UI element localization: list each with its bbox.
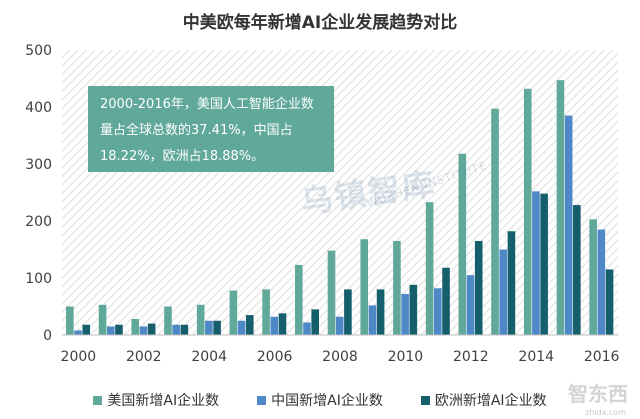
bar-us-2013 [491, 108, 499, 336]
chart-title: 中美欧每年新增AI企业发展趋势对比 [182, 13, 458, 33]
legend-label-us: 美国新增AI企业数 [107, 393, 220, 409]
x-tick-label: 2016 [584, 349, 620, 365]
bar-eu-2000 [82, 324, 91, 335]
y-tick-label: 300 [25, 157, 52, 173]
bar-cn-2011 [434, 288, 442, 335]
bar-cn-2008 [335, 316, 344, 335]
x-tick-label: 2006 [257, 349, 293, 365]
x-tick-label: 2002 [126, 349, 162, 365]
bar-eu-2003 [180, 324, 189, 335]
bar-eu-2001 [115, 324, 123, 335]
bar-us-2009 [360, 239, 369, 335]
annotation-box: 2000-2016年，美国人工智能企业数量占全球总数的37.41%，中国占18.… [88, 86, 334, 172]
bar-eu-2002 [147, 323, 156, 335]
bar-cn-2009 [368, 305, 377, 335]
bar-cn-2006 [270, 316, 279, 335]
bar-us-2015 [556, 80, 565, 336]
bar-eu-2007 [311, 309, 319, 335]
y-tick-label: 0 [43, 328, 52, 344]
bar-cn-2012 [466, 275, 475, 335]
bar-cn-2016 [597, 229, 606, 335]
legend-item-cn: 中国新增AI企业数 [257, 390, 383, 410]
x-tick-label: 2010 [388, 349, 424, 365]
legend: 美国新增AI企业数 中国新增AI企业数 欧洲新增AI企业数 [0, 390, 640, 410]
bar-eu-2008 [344, 289, 352, 335]
bar-us-2006 [262, 289, 270, 335]
bar-us-2014 [523, 88, 532, 335]
legend-label-eu: 欧洲新增AI企业数 [434, 393, 547, 409]
bar-cn-2007 [303, 322, 311, 335]
bar-us-2001 [98, 304, 107, 335]
bar-eu-2014 [540, 193, 548, 335]
legend-item-eu: 欧洲新增AI企业数 [420, 390, 547, 410]
bar-cn-2010 [401, 293, 409, 335]
bar-cn-2002 [139, 326, 148, 335]
y-tick-label: 100 [25, 271, 52, 287]
y-axis: 0 100 200 300 400 500 [25, 43, 52, 344]
legend-swatch-cn [257, 395, 267, 405]
bars-layer [62, 80, 618, 336]
bar-eu-2011 [442, 267, 450, 335]
bar-eu-2015 [573, 205, 581, 335]
corner-watermark: 智东西 [568, 382, 628, 406]
bar-us-2002 [131, 319, 140, 335]
bar-us-2003 [164, 306, 172, 335]
bar-eu-2013 [507, 231, 516, 335]
bar-us-2008 [327, 250, 336, 335]
bar-cn-2004 [205, 320, 213, 335]
bar-us-2011 [425, 202, 434, 335]
bar-cn-2001 [106, 326, 115, 335]
legend-label-cn: 中国新增AI企业数 [271, 393, 383, 409]
bar-cn-2013 [499, 249, 508, 335]
bar-cn-2000 [74, 330, 82, 335]
bar-cn-2014 [532, 191, 540, 335]
bar-eu-2006 [278, 313, 287, 335]
bar-eu-2010 [409, 284, 418, 335]
bar-us-2012 [458, 153, 467, 335]
bar-cn-2003 [172, 324, 180, 335]
bar-eu-2005 [245, 315, 254, 335]
x-tick-label: 2004 [191, 349, 227, 365]
x-tick-label: 2014 [518, 349, 554, 365]
bar-us-2005 [229, 290, 238, 335]
bar-cn-2005 [237, 320, 246, 335]
bar-us-2000 [66, 306, 74, 335]
x-axis: 2000 2002 2004 2006 2008 2010 2012 2014 2016 [61, 349, 620, 365]
legend-swatch-eu [420, 395, 430, 405]
bar-cn-2015 [564, 115, 573, 335]
legend-item-us: 美国新增AI企业数 [93, 390, 219, 410]
y-tick-label: 200 [25, 214, 52, 230]
bar-eu-2009 [376, 289, 385, 335]
x-tick-label: 2008 [322, 349, 358, 365]
bar-eu-2016 [605, 269, 614, 335]
bar-us-2010 [393, 240, 401, 335]
x-tick-label: 2012 [453, 349, 489, 365]
legend-swatch-us [93, 395, 103, 405]
corner-watermark-sub: zhidx.com [585, 408, 626, 417]
bar-us-2007 [294, 264, 303, 335]
y-tick-label: 400 [25, 100, 52, 116]
x-tick-label: 2000 [61, 349, 97, 365]
bar-eu-2012 [474, 240, 483, 335]
bar-eu-2004 [213, 320, 221, 335]
bar-us-2016 [589, 219, 597, 335]
y-tick-label: 500 [25, 43, 52, 59]
bar-us-2004 [196, 304, 205, 335]
